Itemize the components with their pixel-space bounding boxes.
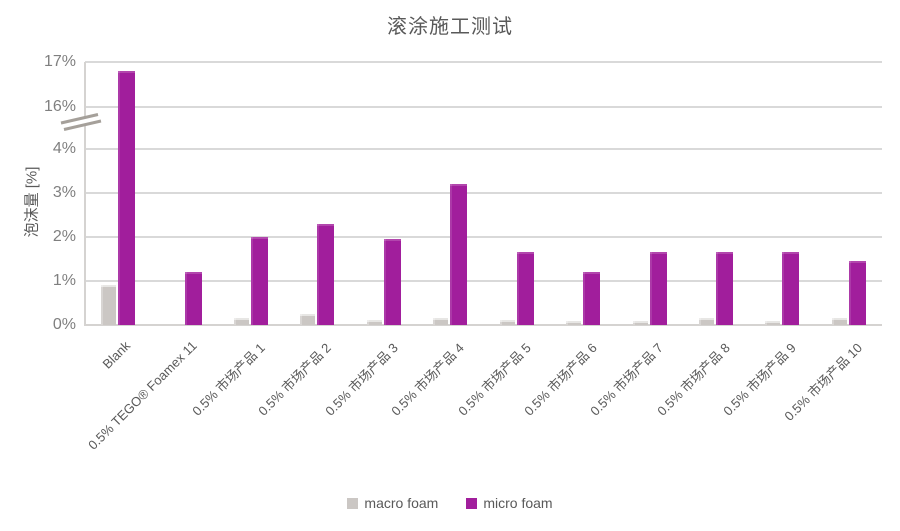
legend-item-macro-foam: macro foam xyxy=(347,495,438,511)
category-label: 0.5% TEGO® Foamex 11 xyxy=(84,338,200,453)
legend-item-micro-foam: micro foam xyxy=(466,495,553,511)
gridline xyxy=(85,236,882,238)
bar-macro-foam xyxy=(765,321,781,325)
bar-macro-foam xyxy=(433,318,449,325)
category-label: Blank xyxy=(99,338,133,372)
bar-micro-foam xyxy=(118,71,136,325)
bar-macro-foam xyxy=(499,319,515,325)
gridline xyxy=(85,192,882,194)
gridline xyxy=(85,61,882,63)
y-tick-label: 16% xyxy=(43,98,76,115)
bar-micro-foam xyxy=(383,239,401,325)
bar-micro-foam xyxy=(317,223,335,325)
y-tick-label: 3% xyxy=(52,184,76,201)
bar-micro-foam xyxy=(848,261,866,325)
legend-swatch-icon xyxy=(347,497,359,509)
bar-macro-foam xyxy=(831,318,847,325)
y-tick-label: 2% xyxy=(52,228,76,245)
legend-swatch-icon xyxy=(466,497,478,509)
bar-micro-foam xyxy=(583,272,601,325)
bar-macro-foam xyxy=(234,318,250,325)
bar-macro-foam xyxy=(101,285,117,325)
bar-macro-foam xyxy=(698,318,714,325)
bar-micro-foam xyxy=(184,272,202,325)
bar-micro-foam xyxy=(251,237,269,325)
gridline xyxy=(85,106,882,108)
bar-macro-foam xyxy=(300,314,316,325)
y-axis-title: 泡沫量 [%] xyxy=(23,166,41,238)
bar-micro-foam xyxy=(782,252,800,325)
y-tick-label: 17% xyxy=(43,53,76,70)
x-axis-line xyxy=(84,324,882,326)
y-tick-label: 4% xyxy=(52,140,76,157)
bar-micro-foam xyxy=(516,252,534,325)
bar-micro-foam xyxy=(450,184,468,325)
axis-break-mask xyxy=(32,29,76,117)
bar-macro-foam xyxy=(366,319,382,325)
gridline xyxy=(85,280,882,282)
y-tick-label: 1% xyxy=(52,272,76,289)
legend: macro foam micro foam xyxy=(0,495,900,511)
y-axis-line xyxy=(84,62,86,326)
gridline xyxy=(85,148,882,150)
legend-label: macro foam xyxy=(364,495,439,511)
y-tick-label: 0% xyxy=(52,316,76,333)
bar-micro-foam xyxy=(649,252,667,325)
bar-micro-foam xyxy=(715,252,733,325)
legend-label: micro foam xyxy=(483,495,553,511)
bar-macro-foam xyxy=(632,321,648,325)
bar-macro-foam xyxy=(566,321,582,325)
axis-break-icon xyxy=(60,113,102,131)
chart-title: 滚涂施工测试 xyxy=(387,16,513,38)
